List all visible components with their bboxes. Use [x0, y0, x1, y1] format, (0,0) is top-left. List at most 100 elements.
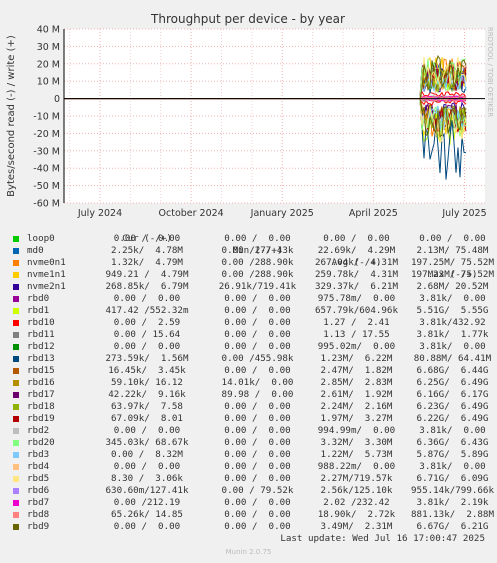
header-max: Max (-/+) — [427, 269, 478, 280]
legend-name: rbd3 — [27, 449, 50, 460]
legend-swatch-nvme2n1 — [13, 284, 19, 290]
legend-header: Cur (-/+) Min (-/+) Avg (-/+) Max (-/+) — [12, 221, 492, 280]
legend-max: 6.67G/ 6.21G — [416, 521, 489, 532]
legend-name: rbd20 — [27, 437, 55, 448]
legend-row-rbd1: rbd1 417.42 /552.32m 0.00 / 0.00 657.79k/60… — [12, 305, 492, 317]
legend-max: 3.81k/ 0.00 — [419, 425, 486, 436]
legend-min: 26.91k/719.41k — [218, 281, 297, 292]
legend-swatch-rbd6 — [13, 488, 19, 494]
legend-swatch-rbd11 — [13, 332, 19, 338]
legend-min: 0.00 / 0.00 — [224, 233, 291, 244]
legend-swatch-rbd17 — [13, 392, 19, 398]
legend-cur: 8.30 / 3.06k — [111, 473, 183, 484]
header-avg: Avg (-/+) — [331, 257, 382, 268]
legend-swatch-nvme0n1 — [13, 260, 19, 266]
x-axis-ticks: July 2024 October 2024 January 2025 April 2… — [77, 208, 487, 219]
legend-swatch-rbd9 — [13, 524, 19, 530]
legend-row-rbd11: rbd11 0.00 / 15.64 0.00 / 0.00 1.13 / 17.55… — [12, 329, 492, 341]
legend-min: 0.00 / 0.00 — [224, 317, 291, 328]
header-min: Min (-/+) — [232, 245, 283, 256]
legend-min: 0.00 / 0.00 — [224, 329, 291, 340]
legend-name: rbd19 — [27, 413, 55, 424]
y-tick-label: -50 M — [33, 181, 60, 192]
legend-min: 0.00 / 0.00 — [224, 425, 291, 436]
legend-name: rbd17 — [27, 389, 55, 400]
legend-row-rbd10: rbd10 0.00 / 2.59 0.00 / 0.00 1.27 / 2.41 3.… — [12, 317, 492, 329]
legend-row-md0: md0 2.25k/ 4.78M 0.00 /277.43k 22.69k/ 4.29… — [12, 245, 492, 257]
legend-max: 0.00 / 0.00 — [419, 233, 486, 244]
legend-swatch-rbd15 — [13, 368, 19, 374]
x-tick-label: October 2024 — [159, 208, 224, 219]
legend-min: 14.01k/ 0.00 — [221, 377, 294, 388]
legend-max: 3.81k/ 2.19k — [416, 497, 489, 508]
legend-name: rbd8 — [27, 509, 50, 520]
y-tick-label: -10 M — [33, 112, 60, 123]
legend-swatch-rbd16 — [13, 380, 19, 386]
legend-avg: 1.22M/ 5.73M — [320, 449, 393, 460]
legend-cur: 268.85k/ 6.79M — [105, 281, 189, 292]
series-read-rbd8 — [419, 98, 467, 102]
legend-min: 0.00 / 0.00 — [224, 509, 291, 520]
legend-row-rbd15: rbd15 16.45k/ 3.45k 0.00 / 0.00 2.47M/ 1.82… — [12, 365, 492, 377]
legend-name: rbd2 — [27, 425, 50, 436]
legend-cur: 42.22k/ 9.16k — [108, 389, 186, 400]
legend-name: rbd13 — [27, 353, 55, 364]
legend-name: rbd10 — [27, 317, 55, 328]
y-tick-label: 10 M — [37, 77, 60, 88]
legend-name: rbd7 — [27, 497, 50, 508]
legend-row-rbd7: rbd7 0.00 /212.19 0.00 / 0.00 2.02 /232.42 3… — [12, 497, 492, 509]
legend-min: 0.00 / 0.00 — [224, 449, 291, 460]
legend-row-rbd9: rbd9 0.00 / 0.00 0.00 / 0.00 3.49M/ 2.31M 6.… — [12, 521, 492, 533]
y-axis-ticks: 40 M 30 M 20 M 10 M 0 -10 M -20 M -30 M -40 M -50… — [33, 25, 60, 210]
legend-cur: 2.25k/ 4.78M — [111, 245, 183, 256]
legend-avg: 995.02m/ 0.00 — [317, 341, 396, 352]
legend-rows: loop0 0.00 / 0.00 0.00 / 0.00 0.00 / 0.00 0.… — [12, 233, 494, 533]
legend-max: 197.25M/ 75.52M — [411, 257, 494, 268]
y-tick-label: -60 M — [33, 199, 60, 210]
legend-name: rbd5 — [27, 473, 50, 484]
legend-cur: 65.26k/ 14.85 — [111, 509, 183, 520]
legend-avg: 2.27M/719.57k — [320, 473, 393, 484]
x-tick-label: July 2025 — [441, 208, 486, 219]
legend-swatch-rbd2 — [13, 428, 19, 434]
legend-max: 3.81k/ 0.00 — [419, 341, 486, 352]
legend-cur: 0.00 / 15.64 — [113, 329, 181, 340]
legend-max: 2.13M/ 75.48M — [416, 245, 489, 256]
legend-swatch-rbd5 — [13, 476, 19, 482]
legend-cur: 59.10k/ 16.12 — [111, 377, 183, 388]
legend-min: 0.00 / 0.00 — [224, 413, 291, 424]
legend-max: 3.81k/ 1.77k — [416, 329, 489, 340]
legend-cur: 949.21 / 4.79M — [105, 269, 189, 280]
legend-max: 6.22G/ 6.49G — [416, 413, 489, 424]
legend-max: 955.14k/799.66k — [411, 485, 494, 496]
legend-max: 197.23M/ 75.52M — [411, 269, 494, 280]
throughput-chart: 40 M 30 M 20 M 10 M 0 -10 M -20 M -30 M -40 M -50… — [0, 0, 497, 220]
series-write-rbd10 — [64, 90, 467, 100]
series-write-rbd9 — [64, 54, 467, 100]
legend-cur: 417.42 /552.32m — [105, 305, 189, 316]
legend-cur: 1.32k/ 4.79M — [111, 257, 183, 268]
legend-row-nvme0n1: nvme0n1 1.32k/ 4.79M 0.00 /288.90k 267.04k/… — [12, 257, 494, 269]
legend-min: 0.00 / 0.00 — [224, 497, 291, 508]
legend-swatch-rbd18 — [13, 404, 19, 410]
legend-swatch-rbd3 — [13, 452, 19, 458]
legend-avg: 259.78k/ 4.31M — [315, 269, 398, 280]
legend-avg: 2.61M/ 1.92M — [320, 389, 393, 400]
legend-min: 0.00 / 79.52k — [221, 485, 294, 496]
legend-avg: 1.13 / 17.55 — [323, 329, 390, 340]
y-tick-label: -30 M — [33, 146, 60, 157]
legend-max: 6.71G/ 6.09G — [416, 473, 489, 484]
grid-lines — [64, 28, 485, 204]
legend-name: rbd1 — [27, 305, 50, 316]
legend-max: 3.81k/ 0.00 — [419, 461, 486, 472]
legend-max: 80.88M/ 64.41M — [413, 353, 492, 364]
rrdtool-watermark: RRDTOOL / TOBI OETIKER — [486, 27, 494, 117]
last-update: Last update: Wed Jul 16 17:00:47 2025 — [280, 533, 485, 544]
legend-name: rbd9 — [27, 521, 50, 532]
x-tick-label: April 2025 — [349, 208, 398, 219]
legend-min: 0.00 / 0.00 — [224, 461, 291, 472]
legend-max: 6.16G/ 6.17G — [416, 389, 489, 400]
series-lines — [64, 54, 467, 180]
legend-swatch-rbd13 — [13, 356, 19, 362]
legend-max: 6.68G/ 6.44G — [416, 365, 489, 376]
